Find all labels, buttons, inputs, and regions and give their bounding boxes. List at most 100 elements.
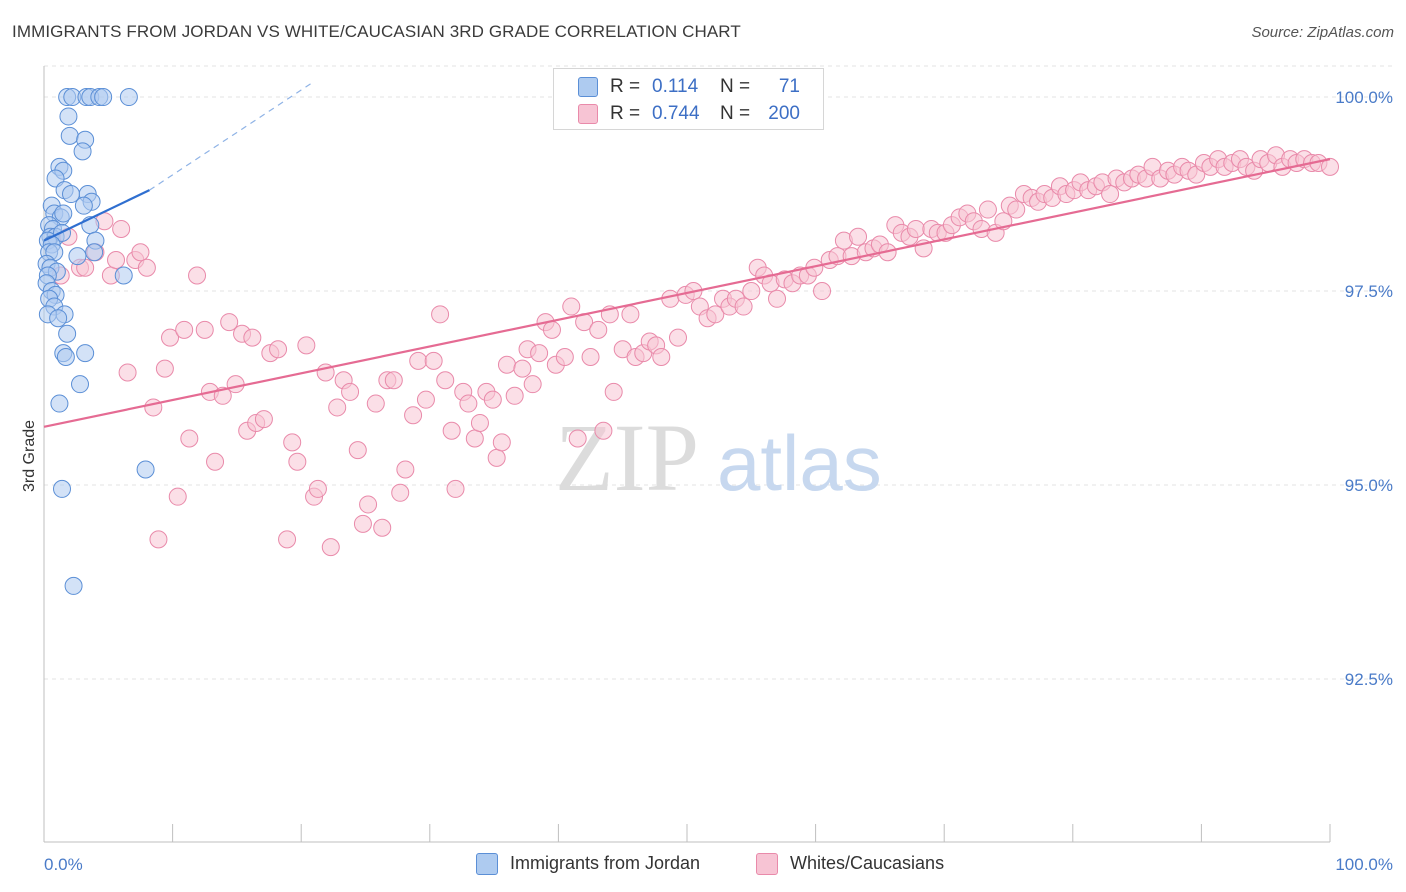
- data-point-whites: [424, 351, 443, 370]
- data-point-whites: [137, 258, 156, 277]
- data-point-jordan: [64, 576, 83, 595]
- legend-swatch-whites: [756, 853, 778, 875]
- legend-n-value: 200: [768, 103, 800, 124]
- data-point-whites: [206, 452, 225, 471]
- legend-swatch-whites: [578, 104, 598, 124]
- data-point-whites: [359, 495, 378, 514]
- data-point-jordan: [58, 324, 77, 343]
- data-point-whites: [328, 398, 347, 417]
- data-point-whites: [297, 336, 316, 355]
- data-point-whites: [220, 313, 239, 332]
- trendline-whites: [43, 158, 1331, 428]
- data-point-jordan: [50, 394, 69, 413]
- y-tick-label: 95.0%: [1345, 476, 1393, 495]
- data-point-whites: [243, 328, 262, 347]
- data-point-whites: [568, 429, 587, 448]
- legend-row-jordan: R = 0.114 N = 71: [554, 74, 823, 100]
- data-point-whites: [465, 429, 484, 448]
- data-point-jordan: [68, 247, 87, 266]
- data-point-jordan: [56, 348, 75, 366]
- data-point-whites: [149, 530, 168, 549]
- axes: [43, 66, 1331, 843]
- legend-row-whites: R = 0.744 N = 200: [554, 101, 823, 127]
- data-point-jordan: [114, 266, 133, 285]
- data-point-whites: [431, 305, 450, 324]
- y-tick-label: 100.0%: [1335, 88, 1393, 107]
- data-point-whites: [131, 243, 150, 262]
- data-point-jordan: [94, 88, 113, 107]
- data-point-whites: [505, 386, 524, 405]
- data-point-whites: [254, 410, 273, 429]
- data-point-whites: [555, 348, 574, 366]
- y-tick-labels: 92.5% 95.0% 97.5% 100.0%: [1335, 88, 1393, 689]
- legend-n-label: N =: [720, 76, 751, 97]
- data-point-whites: [1007, 200, 1026, 219]
- data-point-jordan: [49, 309, 68, 328]
- data-point-jordan: [73, 142, 92, 161]
- data-point-jordan: [74, 196, 93, 215]
- data-point-whites: [542, 320, 561, 339]
- trendline-jordan: [43, 189, 150, 242]
- data-point-whites: [283, 433, 302, 452]
- data-point-whites: [497, 355, 516, 374]
- trendline-jordan-extension: [149, 81, 315, 191]
- data-point-whites: [734, 297, 753, 316]
- data-point-whites: [366, 394, 385, 413]
- data-point-whites: [226, 375, 245, 394]
- data-point-whites: [155, 359, 174, 378]
- legend-swatch-jordan: [476, 853, 498, 875]
- data-point-whites: [513, 359, 532, 378]
- data-point-whites: [168, 487, 187, 506]
- jordan-points: [37, 88, 155, 595]
- data-point-whites: [978, 200, 997, 219]
- data-point-whites: [906, 219, 925, 238]
- data-point-whites: [180, 429, 199, 448]
- data-point-whites: [1321, 157, 1339, 176]
- data-point-whites: [470, 413, 489, 432]
- data-point-jordan: [59, 107, 78, 126]
- y-tick-label: 97.5%: [1345, 282, 1393, 301]
- data-point-whites: [188, 266, 207, 285]
- data-point-jordan: [60, 126, 79, 145]
- data-point-whites: [118, 363, 137, 382]
- data-point-whites: [175, 320, 194, 339]
- data-point-whites: [589, 320, 608, 339]
- y-axis-label: 3rd Grade: [21, 420, 38, 492]
- data-point-whites: [144, 398, 163, 417]
- data-point-whites: [341, 382, 360, 401]
- legend-label-whites: Whites/Caucasians: [790, 853, 945, 873]
- data-point-whites: [308, 479, 327, 498]
- watermark-zip: ZIP: [555, 404, 699, 511]
- data-point-whites: [446, 479, 465, 498]
- data-point-whites: [459, 394, 478, 413]
- data-point-whites: [594, 421, 613, 440]
- data-point-whites: [523, 375, 542, 394]
- data-point-whites: [768, 289, 787, 308]
- data-point-whites: [288, 452, 307, 471]
- data-point-jordan: [53, 479, 72, 498]
- data-point-whites: [436, 371, 455, 390]
- data-point-whites: [278, 530, 297, 549]
- data-point-whites: [384, 371, 403, 390]
- legend-r-label: R =: [610, 76, 641, 97]
- legend-n-label: N =: [720, 103, 751, 124]
- legend-label-jordan: Immigrants from Jordan: [510, 853, 701, 873]
- data-point-whites: [849, 227, 868, 246]
- data-point-jordan: [71, 375, 90, 394]
- data-point-whites: [1101, 185, 1120, 204]
- legend-r-value: 0.114: [652, 76, 699, 97]
- data-point-whites: [706, 305, 725, 324]
- data-point-whites: [321, 538, 340, 557]
- data-point-whites: [483, 390, 502, 409]
- trendlines: [43, 81, 1331, 428]
- data-point-jordan: [136, 460, 155, 479]
- series-legend: Immigrants from Jordan Whites/Caucasians: [0, 851, 1406, 879]
- data-point-whites: [195, 320, 214, 339]
- chart-title: IMMIGRANTS FROM JORDAN VS WHITE/CAUCASIA…: [12, 22, 741, 41]
- data-point-whites: [404, 406, 423, 425]
- data-point-whites: [652, 348, 671, 366]
- legend-r-label: R =: [610, 103, 641, 124]
- legend-swatch-jordan: [578, 77, 598, 97]
- x-tick-labels: 0.0% 100.0%: [44, 855, 1393, 874]
